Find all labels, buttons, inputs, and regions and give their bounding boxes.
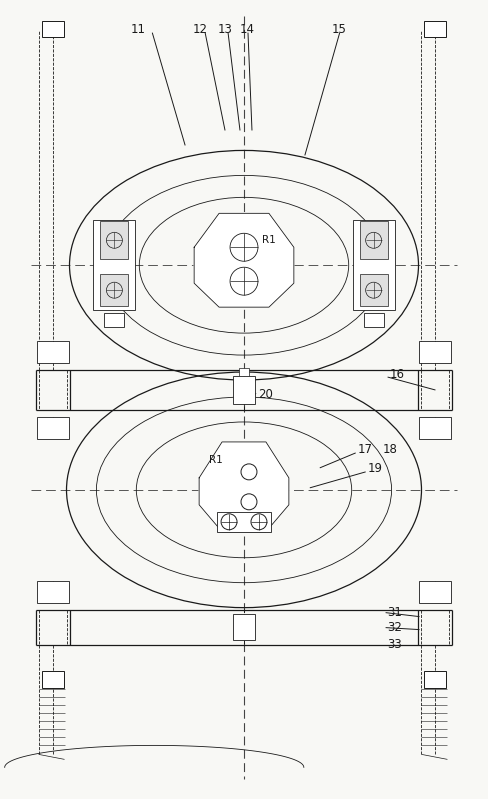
Bar <box>420 341 451 363</box>
Polygon shape <box>194 213 294 307</box>
Bar <box>104 313 124 327</box>
Bar <box>217 512 271 532</box>
Text: 11: 11 <box>130 22 145 36</box>
Bar <box>425 670 447 689</box>
Bar <box>239 368 249 376</box>
Bar <box>420 581 451 602</box>
Text: 31: 31 <box>387 606 403 618</box>
Text: 15: 15 <box>332 22 346 36</box>
Bar <box>41 670 63 689</box>
Text: 17: 17 <box>358 443 373 456</box>
Text: 13: 13 <box>218 22 233 36</box>
Bar <box>360 221 387 259</box>
Bar <box>364 313 384 327</box>
Text: R1: R1 <box>209 455 223 465</box>
Text: R1: R1 <box>262 235 276 245</box>
Bar <box>41 21 63 37</box>
Text: 14: 14 <box>240 22 255 36</box>
Text: 32: 32 <box>387 621 403 634</box>
Text: 12: 12 <box>193 22 208 36</box>
Bar <box>233 614 255 640</box>
Text: 20: 20 <box>258 388 273 401</box>
Text: 16: 16 <box>389 368 405 381</box>
Bar <box>37 341 68 363</box>
Bar <box>233 376 255 404</box>
Bar <box>360 274 387 306</box>
Bar <box>93 221 135 310</box>
Bar <box>101 221 128 259</box>
Polygon shape <box>199 442 289 532</box>
Bar <box>420 417 451 439</box>
Bar <box>101 274 128 306</box>
Text: 18: 18 <box>383 443 398 456</box>
Bar <box>353 221 395 310</box>
Bar <box>425 21 447 37</box>
Text: 19: 19 <box>367 462 383 475</box>
Text: 33: 33 <box>387 638 402 650</box>
Bar <box>37 417 68 439</box>
Bar <box>37 581 68 602</box>
